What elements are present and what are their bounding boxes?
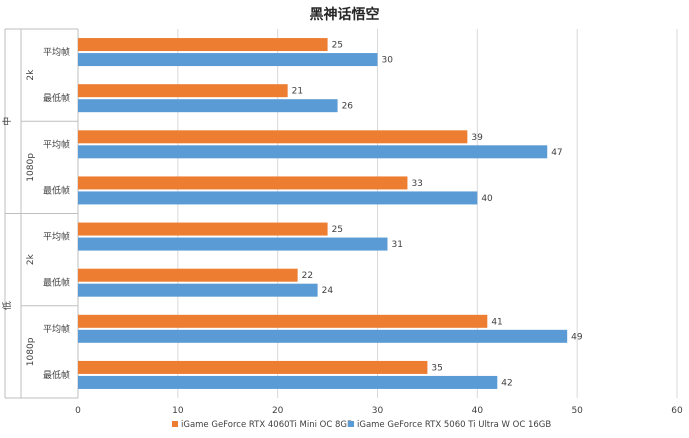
legend-label-series-2: iGame GeForce RTX 5060 Ti Ultra W OC 16G…	[357, 420, 551, 430]
data-label: 35	[431, 363, 442, 373]
data-label: 42	[501, 378, 512, 388]
legend-label-series-1: iGame GeForce RTX 4060Ti Mini OC 8GB	[181, 420, 353, 430]
legend: iGame GeForce RTX 4060Ti Mini OC 8GB iGa…	[172, 420, 551, 430]
x-tick-label: 50	[571, 406, 583, 416]
x-tick-label: 0	[75, 406, 81, 416]
category-label: 最低帧	[43, 369, 70, 381]
bar-series-1	[78, 84, 288, 98]
resolution-group-label: 2k	[26, 69, 36, 81]
x-tick-label: 60	[671, 406, 683, 416]
data-label: 33	[411, 179, 422, 189]
data-label: 21	[292, 87, 303, 97]
chart-title: 黑神话悟空	[310, 6, 380, 23]
resolution-group-label: 1080p	[26, 337, 36, 366]
category-label: 平均帧	[43, 231, 70, 243]
data-label: 30	[382, 56, 394, 66]
legend-swatch-series-1	[172, 421, 178, 427]
category-label: 平均帧	[43, 323, 70, 335]
category-label: 平均帧	[43, 46, 70, 58]
bar-series-1	[78, 176, 408, 190]
bar-series-2	[78, 99, 338, 113]
bar-series-2	[78, 145, 548, 159]
x-tick-label: 40	[472, 406, 484, 416]
bar-series-2	[78, 375, 498, 389]
x-tick-label: 20	[272, 406, 284, 416]
data-label: 31	[391, 240, 402, 250]
bar-series-1	[78, 130, 468, 144]
data-label: 39	[471, 133, 483, 143]
resolution-group-label: 1080p	[26, 153, 36, 182]
legend-swatch-series-2	[348, 421, 354, 427]
level-group-label: 低	[1, 301, 13, 310]
x-tick-label: 30	[372, 406, 384, 416]
data-label: 47	[551, 148, 562, 158]
data-label: 49	[571, 332, 583, 342]
data-label: 25	[332, 41, 343, 51]
resolution-group-label: 2k	[26, 253, 36, 265]
data-label: 22	[302, 271, 313, 281]
x-tick-label: 10	[172, 406, 184, 416]
bar-series-1	[78, 314, 488, 328]
bar-series-1	[78, 222, 328, 236]
data-label: 40	[481, 194, 493, 204]
bar-layer: 25 30 21 26 39 47 33 40 25 31 22 24 41 49 35 42	[78, 38, 583, 389]
data-label: 41	[491, 317, 502, 327]
bar-series-2	[78, 329, 568, 343]
data-label: 26	[342, 102, 354, 112]
category-label: 平均帧	[43, 138, 70, 150]
bar-series-2	[78, 53, 378, 67]
level-group-label: 中	[1, 117, 13, 126]
category-label: 最低帧	[43, 184, 70, 196]
bar-series-1	[78, 268, 298, 282]
data-label: 25	[332, 225, 343, 235]
category-label: 最低帧	[43, 92, 70, 104]
bar-series-1	[78, 360, 428, 374]
bar-series-2	[78, 237, 388, 251]
bar-series-2	[78, 191, 478, 205]
category-label: 最低帧	[43, 277, 70, 289]
bar-series-1	[78, 38, 328, 52]
data-label: 24	[322, 286, 334, 296]
bar-series-2	[78, 283, 318, 297]
